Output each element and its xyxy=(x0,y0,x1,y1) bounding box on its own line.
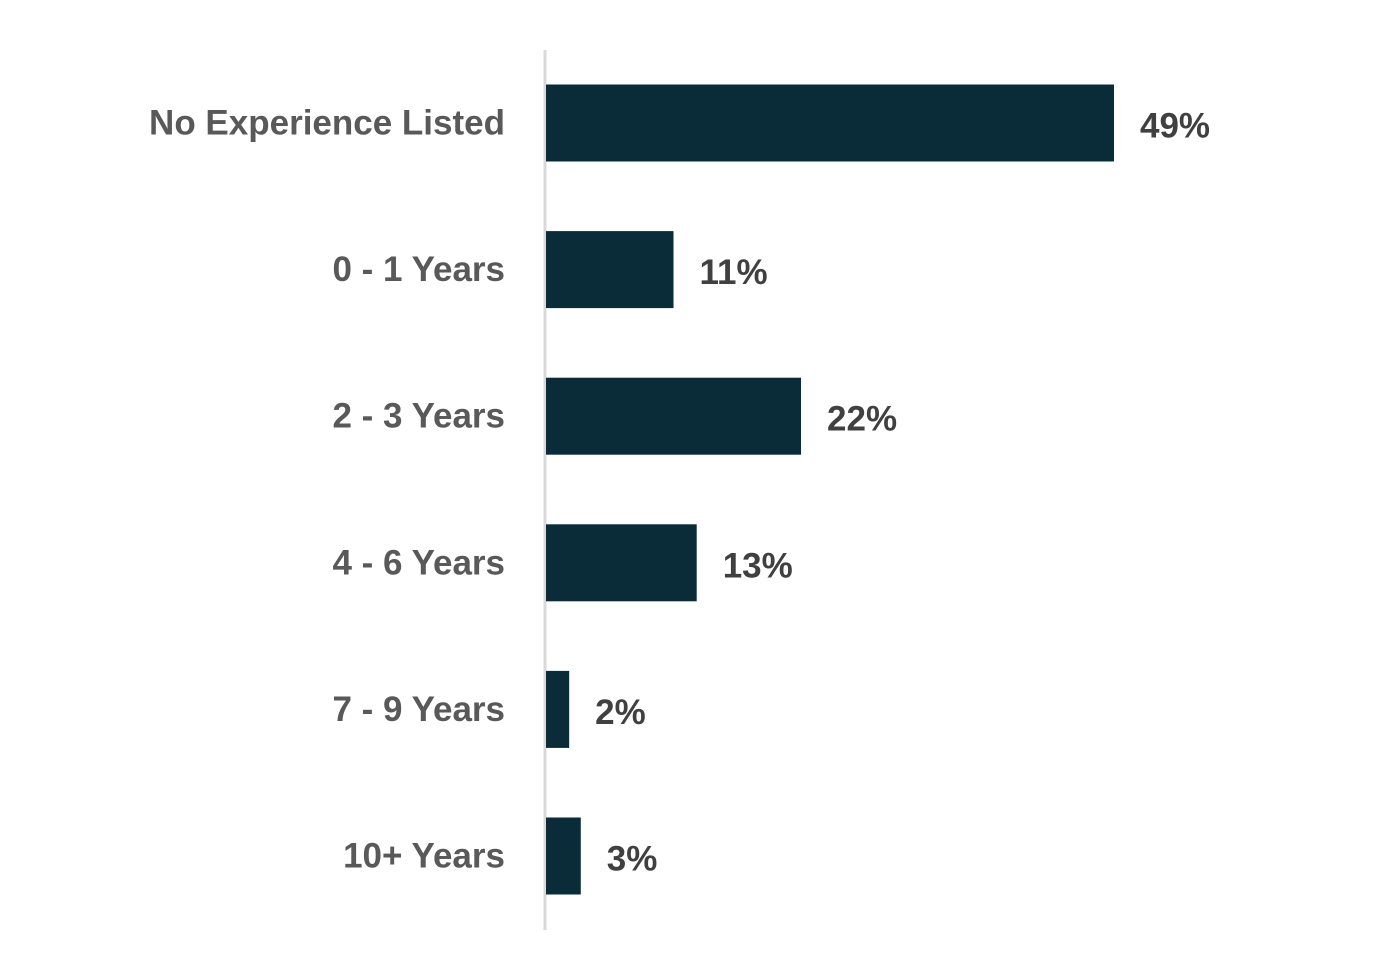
data-label: 49% xyxy=(1140,107,1210,146)
category-labels-group: No Experience Listed 0 - 1 Years 2 - 3 Yea… xyxy=(149,104,505,876)
data-label: 2% xyxy=(595,693,646,732)
value-labels-group: 49% 11% 22% 13% 2% 3% xyxy=(595,107,1210,879)
category-label: 7 - 9 Years xyxy=(332,690,505,729)
data-label: 22% xyxy=(827,400,897,439)
category-label: 2 - 3 Years xyxy=(332,397,505,436)
data-label: 13% xyxy=(723,546,793,585)
bar xyxy=(546,377,802,455)
bar xyxy=(546,524,697,602)
data-label: 3% xyxy=(607,840,658,879)
bar xyxy=(546,84,1114,162)
category-label: 10+ Years xyxy=(343,837,505,876)
category-label: No Experience Listed xyxy=(149,104,505,143)
category-label: 4 - 6 Years xyxy=(332,543,505,582)
category-label: 0 - 1 Years xyxy=(332,250,505,289)
data-label: 11% xyxy=(700,253,768,292)
bar xyxy=(546,231,674,309)
bar xyxy=(546,817,581,895)
bars-group xyxy=(546,84,1114,895)
bar xyxy=(546,670,570,748)
